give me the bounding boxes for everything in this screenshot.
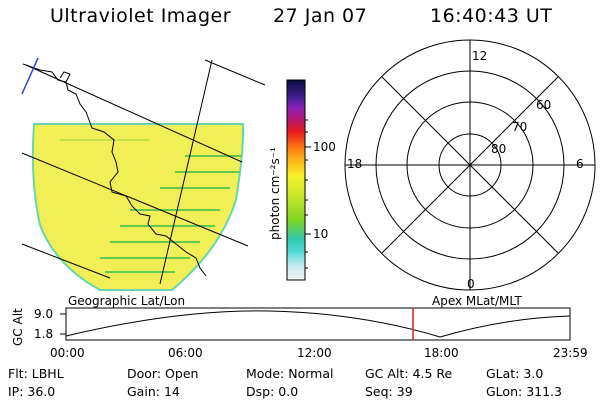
geo-coord-label: Geographic Lat/Lon <box>68 294 185 308</box>
x-tick-1800: 18:00 <box>424 346 459 360</box>
colorbar <box>286 79 306 281</box>
altitude-curve <box>65 310 571 338</box>
status-glon: GLon: 311.3 <box>486 384 562 399</box>
app-title: Ultraviolet Imager <box>50 5 232 27</box>
colorbar-tick-10: 10 <box>313 227 328 241</box>
lat-label-60: 60 <box>536 98 551 112</box>
x-tick-2359: 23:59 <box>553 346 588 360</box>
geo-grid <box>21 59 266 285</box>
mlt-label-0: 0 <box>467 277 475 291</box>
coastline-north <box>59 71 71 83</box>
status-door: Door: Open <box>127 366 199 381</box>
colorbar-unit-label: photon cm⁻²s⁻¹ <box>268 147 282 240</box>
status-mode: Mode: Normal <box>246 366 334 381</box>
status-gc-alt: GC Alt: 4.5 Re <box>365 366 453 381</box>
mlt-label-12: 12 <box>472 49 487 63</box>
apex-coord-label: Apex MLat/MLT <box>432 294 522 308</box>
lat-label-70: 70 <box>512 120 527 134</box>
y-tick-1-8: 1.8 <box>34 327 53 341</box>
y-tick-9: 9.0 <box>34 307 53 321</box>
status-seq: Seq: 39 <box>365 384 413 399</box>
coastline <box>22 63 207 277</box>
y-axis-title: GC Alt <box>11 308 25 346</box>
status-glat: GLat: 3.0 <box>486 366 544 381</box>
status-gain: Gain: 14 <box>127 384 180 399</box>
colorbar-ticks <box>305 119 311 269</box>
mlt-label-18: 18 <box>347 157 362 171</box>
date-label: 27 Jan 07 <box>273 5 368 27</box>
time-label: 16:40:43 UT <box>430 5 553 27</box>
altitude-plot-frame <box>65 307 571 341</box>
altitude-plot-ticks <box>60 313 66 335</box>
orbit-track <box>21 57 39 95</box>
status-flt: Flt: LBHL <box>8 366 64 381</box>
polar-plot <box>344 39 596 291</box>
x-tick-0000: 00:00 <box>50 346 85 360</box>
status-ip: IP: 36.0 <box>8 384 56 399</box>
mlt-label-6: 6 <box>576 157 584 171</box>
x-tick-1200: 12:00 <box>297 346 332 360</box>
status-dsp: Dsp: 0.0 <box>246 384 299 399</box>
x-tick-0600: 06:00 <box>168 346 203 360</box>
lat-label-80: 80 <box>491 142 506 156</box>
colorbar-tick-100: 100 <box>313 140 336 154</box>
